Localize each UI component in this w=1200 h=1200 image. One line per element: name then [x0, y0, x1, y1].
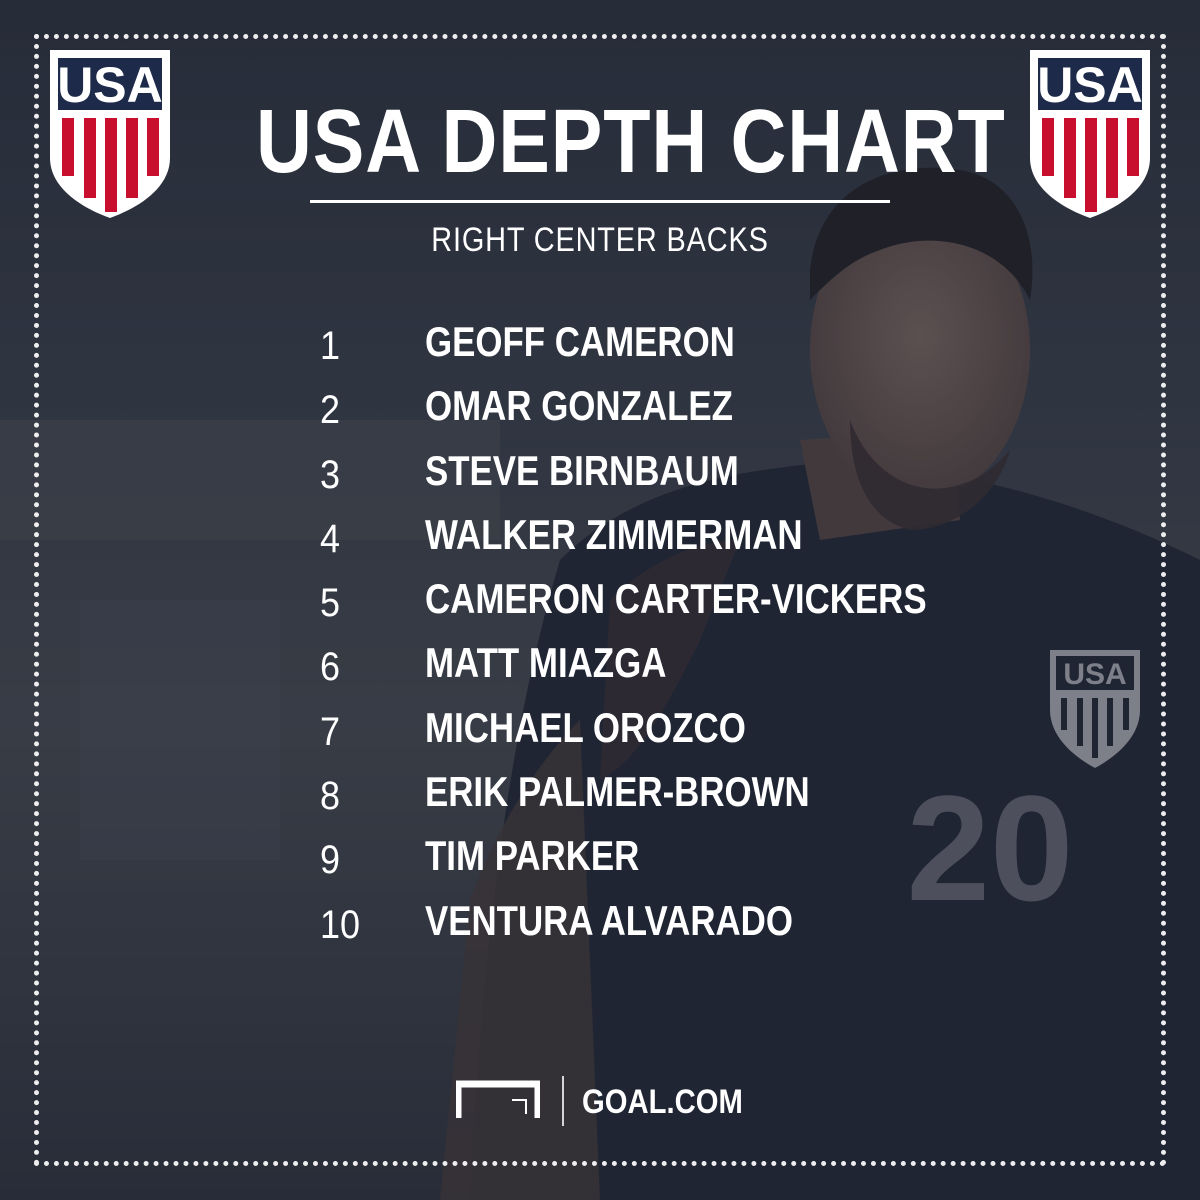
list-item: 1 GEOFF CAMERON	[300, 312, 1020, 376]
brand-wordmark: GOAL.COM	[582, 1083, 743, 1121]
goal-logo-icon	[456, 1080, 540, 1118]
player-name: ERIK PALMER-BROWN	[425, 768, 810, 816]
rank-number: 9	[320, 838, 341, 883]
rank-number: 1	[320, 324, 341, 368]
rank-number: 3	[320, 452, 341, 497]
rank-number: 6	[320, 645, 341, 690]
rank-number: 10	[320, 902, 361, 947]
rank-number: 8	[320, 774, 341, 819]
list-item: 4 WALKER ZIMMERMAN	[300, 505, 1020, 569]
player-name: STEVE BIRNBAUM	[425, 446, 739, 494]
position-subtitle: RIGHT CENTER BACKS	[431, 221, 769, 259]
player-name: OMAR GONZALEZ	[425, 382, 733, 430]
list-item: 5 CAMERON CARTER-VICKERS	[300, 569, 1020, 633]
list-item: 10 VENTURA ALVARADO	[300, 891, 1020, 955]
page-title: USA DEPTH CHART	[256, 92, 1006, 192]
player-name: CAMERON CARTER-VICKERS	[425, 575, 927, 623]
rank-number: 2	[320, 388, 341, 433]
list-item: 2 OMAR GONZALEZ	[300, 376, 1020, 440]
us-soccer-crest-left: USA	[50, 50, 170, 218]
jersey-number: 20	[907, 764, 1074, 932]
player-name: MICHAEL OROZCO	[425, 703, 746, 751]
crest-text: USA	[1037, 57, 1143, 113]
footer-divider	[562, 1076, 564, 1126]
player-name: WALKER ZIMMERMAN	[425, 510, 803, 558]
list-item: 6 MATT MIAZGA	[300, 633, 1020, 697]
list-item: 3 STEVE BIRNBAUM	[300, 441, 1020, 505]
player-name: TIM PARKER	[425, 832, 640, 880]
list-item: 7 MICHAEL OROZCO	[300, 698, 1020, 762]
rank-number: 5	[320, 581, 341, 626]
title-divider	[310, 200, 890, 203]
dotted-frame	[34, 34, 1166, 1166]
rank-number: 7	[320, 709, 341, 754]
player-name: VENTURA ALVARADO	[425, 896, 793, 944]
player-name: GEOFF CAMERON	[425, 318, 735, 365]
crest-text: USA	[57, 57, 163, 113]
list-item: 8 ERIK PALMER-BROWN	[300, 762, 1020, 826]
list-item: 9 TIM PARKER	[300, 826, 1020, 890]
jersey-crest-text: USA	[1063, 658, 1126, 691]
depth-chart-list: 1 GEOFF CAMERON 2 OMAR GONZALEZ 3 STEVE …	[300, 312, 1020, 955]
player-name: MATT MIAZGA	[425, 639, 667, 687]
us-soccer-crest-right: USA	[1030, 50, 1150, 218]
rank-number: 4	[320, 516, 341, 561]
